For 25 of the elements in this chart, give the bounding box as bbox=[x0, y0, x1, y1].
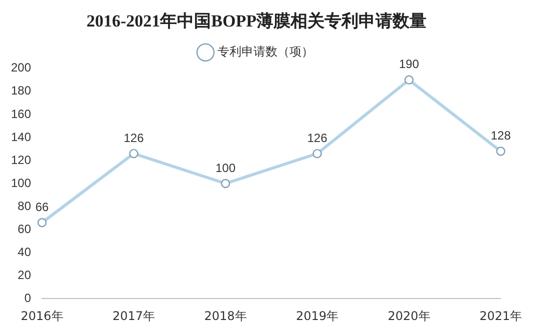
y-tick-label: 40 bbox=[18, 244, 32, 259]
y-tick-label: 160 bbox=[10, 106, 32, 121]
x-tick-label: 2021年 bbox=[479, 308, 522, 323]
y-tick-label: 100 bbox=[10, 176, 32, 190]
x-tick-label: 2018年 bbox=[204, 308, 247, 323]
data-label: 100 bbox=[215, 160, 236, 175]
legend-label: 专利申请数（项） bbox=[218, 44, 314, 59]
chart-title: 2016-2021年中国BOPP薄膜相关专利申请数量 bbox=[86, 12, 426, 31]
y-tick-label: 120 bbox=[10, 152, 32, 167]
y-tick-label: 180 bbox=[10, 84, 32, 98]
y-tick-label: 60 bbox=[18, 222, 32, 236]
x-tick-label: 2017年 bbox=[112, 308, 156, 323]
data-label: 190 bbox=[398, 57, 420, 72]
y-tick-label: 0 bbox=[24, 290, 32, 305]
data-label: 126 bbox=[307, 130, 328, 145]
x-tick-label: 2016年 bbox=[20, 308, 64, 323]
data-label: 66 bbox=[35, 200, 50, 214]
y-tick-label: 200 bbox=[10, 60, 32, 75]
y-tick-label: 80 bbox=[18, 198, 32, 213]
y-tick-label: 140 bbox=[10, 130, 32, 144]
x-tick-label: 2019年 bbox=[296, 308, 339, 323]
x-tick-label: 2020年 bbox=[388, 308, 430, 323]
data-label: 126 bbox=[124, 130, 144, 145]
y-tick-label: 20 bbox=[18, 268, 32, 282]
data-label: 128 bbox=[490, 128, 512, 143]
